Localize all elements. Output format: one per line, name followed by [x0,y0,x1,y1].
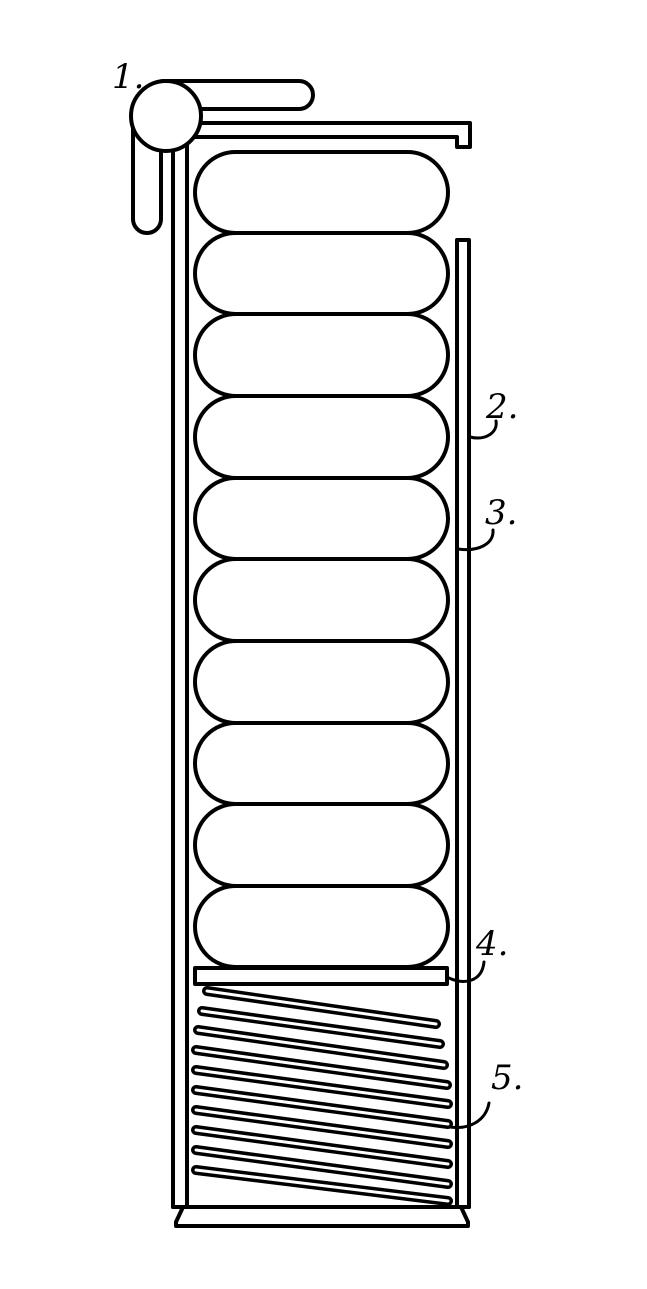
hinge-knob [129,79,203,153]
follower-plate [193,966,449,986]
spring [191,986,453,1206]
tube-left-wall [171,133,189,1209]
capsule [193,476,450,561]
callout-label-2: 2. [485,387,518,427]
top-lid [185,121,472,149]
leader-line-4 [447,960,486,983]
capsule [193,721,450,806]
capsule [193,231,450,316]
leader-line-3 [456,528,495,552]
callout-label-5: 5. [491,1058,523,1098]
capsule [193,394,450,480]
capsule [193,557,450,643]
capsule [193,802,450,888]
capsule [193,150,450,235]
capsule [193,884,450,969]
tube-right-wall [455,238,471,1209]
callout-label-1: 1. [112,57,144,97]
leader-line-2 [468,419,498,440]
base-foot [174,1205,470,1228]
leader-line-5 [448,1101,491,1130]
callout-label-3: 3. [485,493,517,533]
callout-label-4: 4. [475,924,508,964]
capsule-stack [193,150,450,969]
capsule [193,312,450,398]
capsule [193,639,450,725]
